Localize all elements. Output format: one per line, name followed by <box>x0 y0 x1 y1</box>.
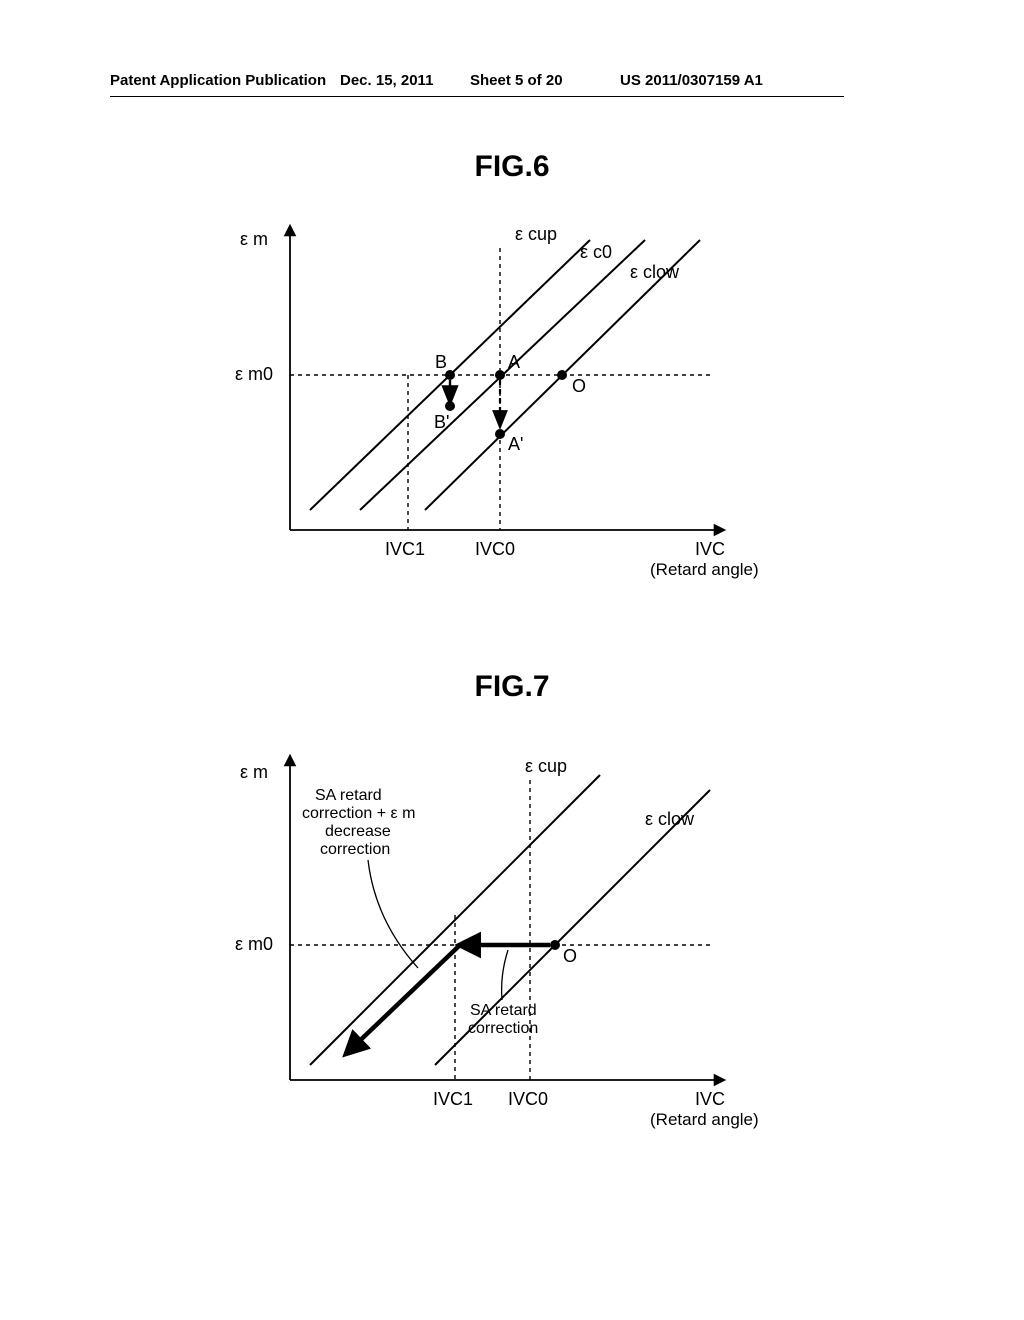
header-date: Dec. 15, 2011 <box>340 72 433 89</box>
fig6-xlabel-sub: (Retard angle) <box>650 560 759 579</box>
fig7-label-cup: ε cup <box>525 756 567 776</box>
fig6-point-a <box>495 370 505 380</box>
fig6-ytick-em0: ε m0 <box>235 364 273 384</box>
fig7-annot1: SA retard correction + ε m decrease corr… <box>302 787 418 968</box>
fig6-title: FIG.6 <box>474 150 549 184</box>
fig7-xtick-ivc1: IVC1 <box>433 1089 473 1109</box>
fig6-chart: ε cup ε c0 ε clow ε m0 ε m IVC1 IVC0 IVC… <box>250 220 810 605</box>
fig6-label-a: A <box>508 352 520 372</box>
fig7-xlabel: IVC <box>695 1089 725 1109</box>
fig6-xlabel: IVC <box>695 539 725 559</box>
fig7-xlabel-sub: (Retard angle) <box>650 1110 759 1129</box>
fig7-svg: ε cup ε clow O SA retard correction + ε … <box>250 750 810 1150</box>
fig6-label-c0: ε c0 <box>580 242 612 262</box>
fig7-ylabel: ε m <box>240 762 268 782</box>
fig7-chart: ε cup ε clow O SA retard correction + ε … <box>250 750 810 1155</box>
fig6-label-clow: ε clow <box>630 262 680 282</box>
fig7-label-o: O <box>563 946 577 966</box>
fig7-point-o <box>550 940 560 950</box>
header-sheet: Sheet 5 of 20 <box>470 72 563 89</box>
fig6-label-aprime: A' <box>508 434 523 454</box>
svg-text:correction: correction <box>468 1020 538 1037</box>
fig6-label-o: O <box>572 376 586 396</box>
fig6-label-bprime: B' <box>434 412 449 432</box>
fig7-label-clow: ε clow <box>645 809 695 829</box>
header-rule <box>110 96 844 97</box>
fig7-ytick-em0: ε m0 <box>235 934 273 954</box>
fig6-point-bprime <box>445 401 455 411</box>
header-left: Patent Application Publication <box>110 72 326 89</box>
fig7-title: FIG.7 <box>474 670 549 704</box>
fig6-xtick-ivc1: IVC1 <box>385 539 425 559</box>
svg-text:SA retard: SA retard <box>315 787 382 804</box>
svg-text:correction: correction <box>320 841 390 858</box>
svg-text:SA retard: SA retard <box>470 1002 537 1019</box>
svg-text:correction + ε m: correction + ε m <box>302 805 415 822</box>
fig6-ylabel: ε m <box>240 229 268 249</box>
fig6-point-o <box>557 370 567 380</box>
fig6-svg: ε cup ε c0 ε clow ε m0 ε m IVC1 IVC0 IVC… <box>250 220 810 600</box>
page: Patent Application Publication Dec. 15, … <box>0 0 1024 1320</box>
svg-text:decrease: decrease <box>325 823 391 840</box>
fig7-annot2: SA retard correction <box>468 950 538 1037</box>
header-pubno: US 2011/0307159 A1 <box>620 72 763 89</box>
fig6-label-cup: ε cup <box>515 224 557 244</box>
fig6-xtick-ivc0: IVC0 <box>475 539 515 559</box>
fig6-label-b: B <box>435 352 447 372</box>
fig6-point-aprime <box>495 429 505 439</box>
fig7-xtick-ivc0: IVC0 <box>508 1089 548 1109</box>
